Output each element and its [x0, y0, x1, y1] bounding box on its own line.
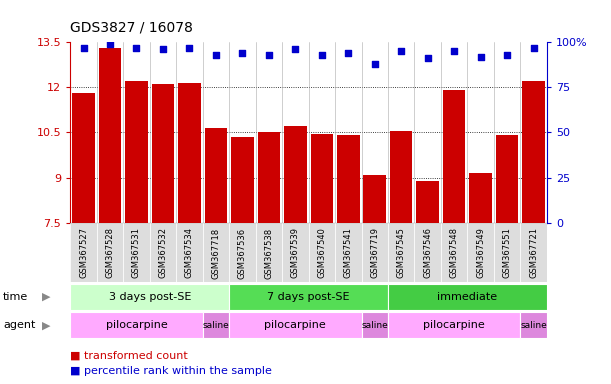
Point — [449, 48, 459, 55]
Text: ■ percentile rank within the sample: ■ percentile rank within the sample — [70, 366, 272, 376]
Text: immediate: immediate — [437, 291, 497, 302]
Bar — [72, 93, 95, 223]
Text: GSM367536: GSM367536 — [238, 227, 247, 279]
Bar — [467, 223, 494, 282]
Text: GSM367528: GSM367528 — [106, 227, 114, 278]
Bar — [362, 313, 388, 338]
Text: agent: agent — [3, 320, 35, 331]
Bar — [229, 223, 255, 282]
Point — [529, 45, 538, 51]
Point — [370, 61, 379, 67]
Point — [290, 46, 300, 53]
Bar — [150, 223, 176, 282]
Bar — [521, 223, 547, 282]
Text: ▶: ▶ — [42, 320, 50, 331]
Bar — [97, 223, 123, 282]
Bar — [337, 136, 359, 223]
Point — [423, 55, 433, 61]
Text: saline: saline — [202, 321, 229, 330]
Point — [264, 52, 274, 58]
Text: pilocarpine: pilocarpine — [106, 320, 167, 331]
Bar — [441, 223, 467, 282]
Text: saline: saline — [361, 321, 388, 330]
Text: saline: saline — [520, 321, 547, 330]
Point — [105, 41, 115, 47]
Bar — [388, 313, 521, 338]
Bar — [203, 223, 229, 282]
Bar — [70, 284, 229, 310]
Point — [343, 50, 353, 56]
Point — [476, 54, 486, 60]
Bar — [522, 81, 545, 223]
Bar — [229, 284, 388, 310]
Bar — [364, 175, 386, 223]
Point — [79, 45, 89, 51]
Bar — [176, 223, 203, 282]
Point — [131, 45, 141, 51]
Bar — [70, 313, 203, 338]
Bar — [229, 313, 362, 338]
Bar — [388, 284, 547, 310]
Text: GSM367719: GSM367719 — [370, 227, 379, 278]
Bar — [496, 136, 518, 223]
Point — [502, 52, 512, 58]
Bar — [494, 223, 521, 282]
Bar — [521, 313, 547, 338]
Text: ▶: ▶ — [42, 291, 50, 302]
Bar — [443, 90, 466, 223]
Text: pilocarpine: pilocarpine — [423, 320, 485, 331]
Point — [238, 50, 247, 56]
Bar — [231, 137, 254, 223]
Text: GSM367548: GSM367548 — [450, 227, 459, 278]
Text: GSM367531: GSM367531 — [132, 227, 141, 278]
Bar — [469, 173, 492, 223]
Text: GSM367539: GSM367539 — [291, 227, 300, 278]
Text: GSM367538: GSM367538 — [265, 227, 273, 279]
Text: GSM367721: GSM367721 — [529, 227, 538, 278]
Point — [397, 48, 406, 55]
Bar — [417, 180, 439, 223]
Point — [317, 52, 327, 58]
Text: GDS3827 / 16078: GDS3827 / 16078 — [70, 21, 193, 35]
Bar — [258, 132, 280, 223]
Bar — [282, 223, 309, 282]
Point — [211, 52, 221, 58]
Bar — [310, 134, 333, 223]
Bar — [152, 84, 174, 223]
Text: GSM367545: GSM367545 — [397, 227, 406, 278]
Point — [158, 46, 168, 53]
Bar — [284, 126, 307, 223]
Text: GSM367532: GSM367532 — [158, 227, 167, 278]
Bar — [205, 128, 227, 223]
Text: GSM367551: GSM367551 — [503, 227, 511, 278]
Bar — [414, 223, 441, 282]
Text: GSM367534: GSM367534 — [185, 227, 194, 278]
Text: pilocarpine: pilocarpine — [265, 320, 326, 331]
Bar — [70, 223, 97, 282]
Bar — [99, 48, 121, 223]
Text: time: time — [3, 291, 28, 302]
Bar — [362, 223, 388, 282]
Text: ■ transformed count: ■ transformed count — [70, 350, 188, 360]
Text: GSM367527: GSM367527 — [79, 227, 88, 278]
Bar — [203, 313, 229, 338]
Text: 7 days post-SE: 7 days post-SE — [267, 291, 350, 302]
Text: GSM367718: GSM367718 — [211, 227, 221, 279]
Bar — [335, 223, 362, 282]
Text: GSM367540: GSM367540 — [317, 227, 326, 278]
Bar — [388, 223, 414, 282]
Bar — [309, 223, 335, 282]
Text: GSM367541: GSM367541 — [344, 227, 353, 278]
Point — [185, 45, 194, 51]
Bar — [178, 83, 200, 223]
Text: GSM367549: GSM367549 — [476, 227, 485, 278]
Bar — [390, 131, 412, 223]
Text: 3 days post-SE: 3 days post-SE — [109, 291, 191, 302]
Text: GSM367546: GSM367546 — [423, 227, 432, 278]
Bar — [123, 223, 150, 282]
Bar — [255, 223, 282, 282]
Bar — [125, 81, 148, 223]
